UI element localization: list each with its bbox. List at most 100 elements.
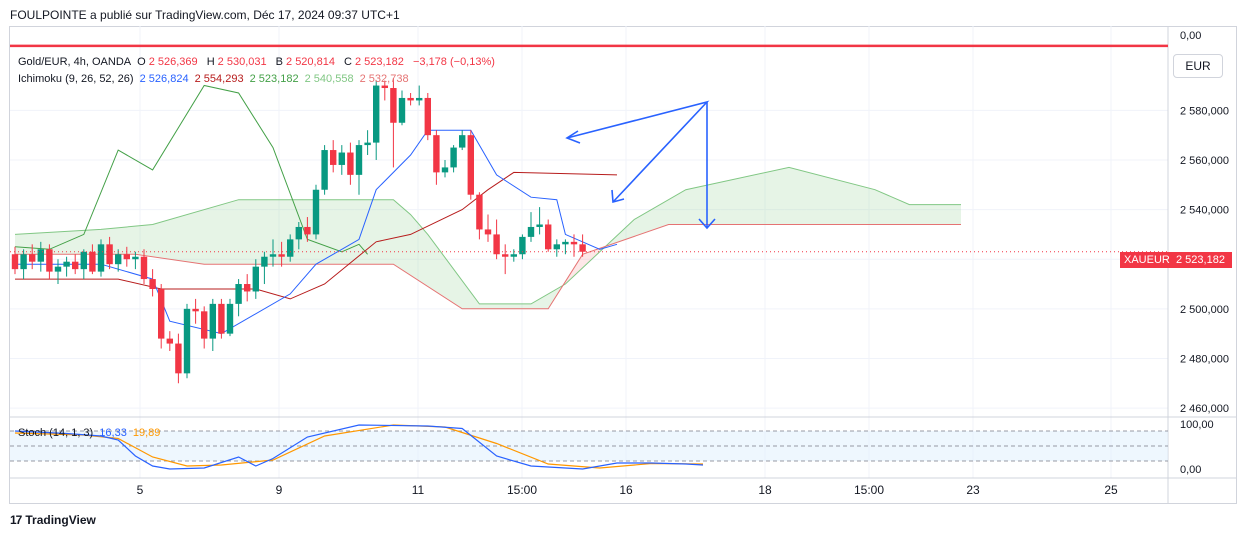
cloud-segment bbox=[144, 224, 149, 257]
cloud-segment bbox=[526, 303, 531, 309]
cloud-segment bbox=[750, 174, 755, 225]
cloud-segment bbox=[273, 199, 278, 265]
candle-body bbox=[287, 239, 294, 257]
candle-body bbox=[158, 288, 165, 339]
cloud-segment bbox=[758, 173, 764, 225]
tradingview-brand: TradingView bbox=[25, 513, 96, 527]
cloud-segment bbox=[612, 235, 617, 244]
cloud-segment bbox=[909, 204, 914, 225]
cloud-segment bbox=[212, 205, 218, 265]
price-tick-label: 2 480,000 bbox=[1180, 353, 1229, 365]
cloud-segment bbox=[221, 203, 226, 265]
cloud-segment bbox=[715, 182, 721, 225]
ichimoku-label[interactable]: Ichimoku (9, 26, 52, 26) bbox=[18, 73, 134, 85]
cloud-segment bbox=[500, 303, 506, 309]
ichimoku-span-b-line bbox=[15, 224, 961, 310]
candle-body bbox=[97, 244, 105, 272]
candle-body bbox=[347, 152, 354, 175]
cloud-segment bbox=[543, 293, 549, 309]
cloud-segment bbox=[496, 303, 501, 309]
cloud-segment bbox=[952, 204, 957, 225]
ichimoku-chikou-value: 2 523,182 bbox=[249, 73, 299, 85]
cloud-segment bbox=[801, 170, 807, 225]
cloud-segment bbox=[79, 230, 84, 255]
candle-body bbox=[553, 244, 560, 250]
cloud-segment bbox=[83, 230, 89, 255]
cloud-segment bbox=[251, 199, 256, 265]
ichimoku-chikou-line bbox=[14, 84, 368, 255]
cloud-segment bbox=[393, 199, 398, 267]
cloud-segment bbox=[260, 199, 265, 265]
cloud-segment bbox=[380, 199, 385, 265]
cloud-segment bbox=[187, 213, 192, 263]
currency-button[interactable]: EUR bbox=[1173, 54, 1223, 78]
cloud-segment bbox=[918, 204, 923, 225]
cloud-segment bbox=[88, 229, 93, 255]
cloud-segment bbox=[199, 209, 205, 265]
ichimoku-span-a-line bbox=[14, 166, 961, 305]
cloud-segment bbox=[698, 186, 703, 225]
time-tick-label: 15:00 bbox=[854, 483, 884, 497]
cloud-segment bbox=[836, 179, 841, 225]
cloud-segment bbox=[840, 180, 845, 225]
cloud-segment bbox=[685, 188, 691, 225]
symbol-price-tag: XAUEUR bbox=[1120, 252, 1174, 268]
cloud-segment bbox=[466, 286, 471, 309]
price-tick-label: 2 560,000 bbox=[1180, 155, 1229, 167]
stoch-k-value: 16,33 bbox=[99, 427, 127, 439]
candle-body bbox=[459, 135, 466, 148]
cloud-segment bbox=[832, 178, 837, 225]
tradingview-logo-icon: 17 bbox=[10, 513, 22, 527]
cloud-segment bbox=[354, 199, 359, 265]
cloud-segment bbox=[642, 212, 648, 234]
cloud-segment bbox=[741, 176, 746, 225]
time-tick-label: 18 bbox=[758, 483, 772, 497]
tradingview-footer[interactable]: 17 TradingView bbox=[10, 513, 96, 527]
cloud-segment bbox=[754, 173, 759, 225]
stoch-bottom-label: 0,00 bbox=[1180, 464, 1201, 476]
cloud-segment bbox=[728, 179, 734, 225]
candle-body bbox=[476, 194, 483, 230]
time-tick-label: 11 bbox=[412, 483, 425, 497]
symbol-label[interactable]: Gold/EUR, 4h, OANDA bbox=[18, 56, 132, 68]
cloud-segment bbox=[535, 298, 540, 309]
cloud-segment bbox=[776, 169, 781, 225]
cloud-segment bbox=[436, 245, 441, 295]
stoch-top-label: 100,00 bbox=[1180, 419, 1214, 431]
cloud-segment bbox=[935, 204, 940, 225]
time-tick-label: 25 bbox=[1104, 483, 1118, 497]
cloud-segment bbox=[182, 214, 187, 262]
cloud-segment bbox=[234, 199, 239, 265]
candle-body bbox=[72, 261, 79, 270]
cloud-segment bbox=[668, 197, 673, 225]
cloud-segment bbox=[827, 177, 832, 225]
cloud-segment bbox=[956, 204, 961, 225]
cloud-segment bbox=[926, 204, 931, 225]
candle-body bbox=[29, 254, 36, 262]
cloud-segment bbox=[548, 291, 553, 309]
candle-body bbox=[89, 251, 96, 272]
cloud-segment bbox=[27, 233, 33, 255]
cloud-segment bbox=[131, 226, 136, 255]
cloud-segment bbox=[281, 199, 286, 265]
cloud-segment bbox=[681, 189, 686, 225]
cloud-segment bbox=[23, 233, 28, 255]
cloud-segment bbox=[522, 303, 527, 309]
cloud-segment bbox=[724, 180, 729, 225]
cloud-segment bbox=[445, 257, 450, 301]
cloud-segment bbox=[746, 175, 751, 225]
cloud-segment bbox=[118, 227, 123, 255]
stoch-label[interactable]: Stoch (14, 1, 3) bbox=[18, 427, 94, 439]
cloud-segment bbox=[402, 207, 407, 273]
cloud-segment bbox=[789, 167, 794, 225]
candle-body bbox=[252, 266, 259, 292]
cloud-segment bbox=[849, 183, 854, 225]
cloud-segment bbox=[449, 263, 454, 304]
candle-body bbox=[441, 167, 449, 173]
cloud-segment bbox=[178, 215, 183, 262]
cloud-segment bbox=[410, 214, 415, 279]
cloud-segment bbox=[939, 204, 944, 225]
price-tick-label: 2 540,000 bbox=[1180, 205, 1229, 217]
